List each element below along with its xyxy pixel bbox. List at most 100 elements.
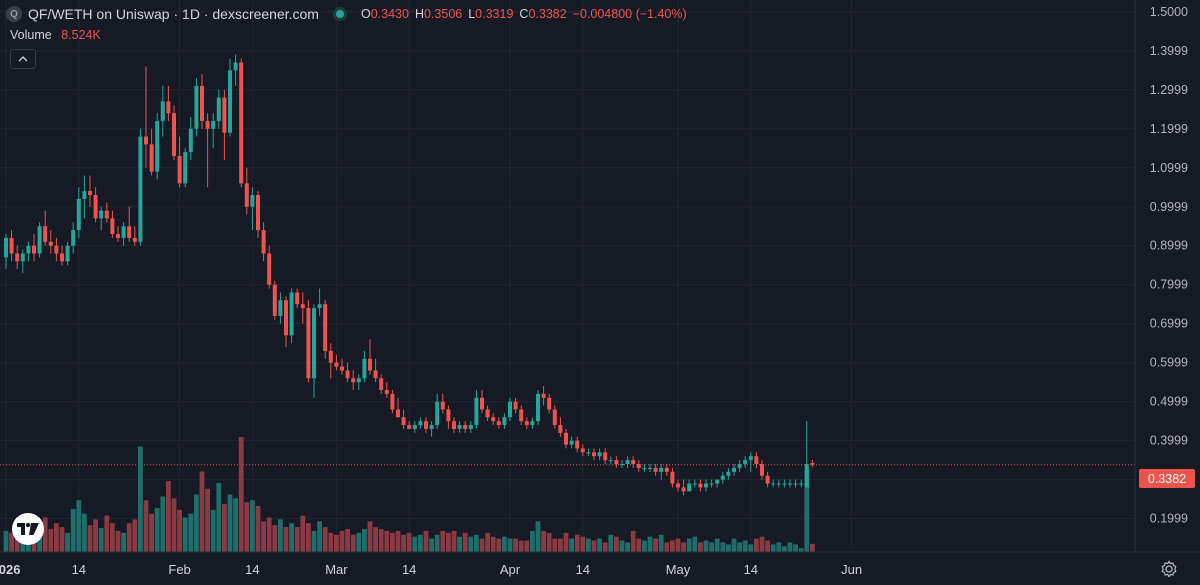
candle-body[interactable] bbox=[547, 397, 552, 410]
candle-body[interactable] bbox=[177, 156, 182, 184]
candle-body[interactable] bbox=[250, 195, 255, 207]
candle-body[interactable] bbox=[776, 483, 781, 485]
symbol-icon[interactable]: Q bbox=[6, 6, 22, 22]
candle-body[interactable] bbox=[54, 245, 59, 254]
candle-body[interactable] bbox=[166, 101, 171, 114]
candle-body[interactable] bbox=[110, 218, 115, 235]
candle-body[interactable] bbox=[502, 417, 507, 426]
collapse-legend-button[interactable] bbox=[10, 49, 36, 69]
candle-body[interactable] bbox=[4, 237, 8, 258]
candle-body[interactable] bbox=[754, 456, 759, 465]
candle-body[interactable] bbox=[603, 452, 608, 461]
candle-body[interactable] bbox=[743, 460, 748, 465]
candle-body[interactable] bbox=[300, 304, 305, 309]
candle-body[interactable] bbox=[256, 195, 260, 231]
candle-body[interactable] bbox=[804, 464, 809, 488]
candle-body[interactable] bbox=[200, 85, 204, 121]
candle-body[interactable] bbox=[569, 440, 574, 445]
candle-body[interactable] bbox=[524, 421, 529, 426]
candle-body[interactable] bbox=[317, 304, 322, 309]
candle-body[interactable] bbox=[121, 226, 126, 238]
candle-body[interactable] bbox=[373, 370, 378, 379]
candle-body[interactable] bbox=[172, 113, 176, 157]
candle-body[interactable] bbox=[564, 432, 568, 445]
candle-body[interactable] bbox=[530, 421, 535, 426]
candle-body[interactable] bbox=[653, 467, 658, 472]
candle-body[interactable] bbox=[418, 421, 423, 426]
candle-body[interactable] bbox=[496, 421, 501, 426]
candle-body[interactable] bbox=[239, 62, 244, 184]
candle-body[interactable] bbox=[362, 358, 367, 379]
candle-body[interactable] bbox=[127, 226, 132, 238]
candle-body[interactable] bbox=[306, 308, 311, 379]
candle-body[interactable] bbox=[390, 393, 395, 410]
candle-body[interactable] bbox=[513, 401, 518, 410]
candle-body[interactable] bbox=[76, 198, 81, 231]
candle-body[interactable] bbox=[205, 120, 210, 129]
candle-body[interactable] bbox=[491, 417, 496, 422]
candle-body[interactable] bbox=[726, 471, 731, 476]
candle-body[interactable] bbox=[608, 460, 613, 462]
candle-body[interactable] bbox=[160, 101, 165, 121]
candle-body[interactable] bbox=[698, 483, 703, 488]
candle-body[interactable] bbox=[60, 253, 64, 262]
candle-body[interactable] bbox=[440, 401, 445, 410]
candle-body[interactable] bbox=[93, 195, 98, 219]
candle-body[interactable] bbox=[810, 462, 815, 465]
candle-body[interactable] bbox=[278, 300, 283, 316]
candle-body[interactable] bbox=[82, 191, 87, 199]
candle-body[interactable] bbox=[748, 456, 753, 461]
candle-body[interactable] bbox=[676, 483, 680, 488]
candle-body[interactable] bbox=[715, 479, 720, 484]
candle-body[interactable] bbox=[340, 366, 344, 371]
candle-body[interactable] bbox=[592, 452, 596, 457]
candle-body[interactable] bbox=[435, 401, 440, 426]
candle-body[interactable] bbox=[631, 460, 636, 465]
candle-body[interactable] bbox=[799, 483, 804, 485]
candle-body[interactable] bbox=[412, 425, 417, 429]
candle-body[interactable] bbox=[43, 226, 48, 242]
candle-body[interactable] bbox=[446, 409, 451, 422]
candle-body[interactable] bbox=[720, 475, 725, 480]
candle-body[interactable] bbox=[424, 421, 428, 429]
candle-body[interactable] bbox=[334, 362, 339, 367]
candle-body[interactable] bbox=[132, 237, 137, 242]
candle-body[interactable] bbox=[485, 409, 490, 418]
candle-body[interactable] bbox=[681, 487, 686, 492]
candle-body[interactable] bbox=[345, 370, 350, 379]
candle-body[interactable] bbox=[664, 467, 669, 472]
candle-body[interactable] bbox=[586, 452, 591, 454]
candle-body[interactable] bbox=[793, 483, 798, 485]
candle-body[interactable] bbox=[452, 421, 456, 429]
candle-body[interactable] bbox=[149, 144, 154, 172]
candle-body[interactable] bbox=[429, 425, 434, 429]
candle-body[interactable] bbox=[312, 308, 316, 379]
candle-body[interactable] bbox=[687, 483, 692, 492]
candle-body[interactable] bbox=[284, 300, 288, 336]
candle-body[interactable] bbox=[765, 475, 770, 484]
candle-body[interactable] bbox=[323, 304, 328, 351]
candle-body[interactable] bbox=[368, 358, 372, 371]
candle-body[interactable] bbox=[328, 350, 333, 363]
candle-body[interactable] bbox=[474, 397, 479, 426]
candle-body[interactable] bbox=[244, 183, 249, 207]
candle-body[interactable] bbox=[709, 483, 714, 485]
candle-body[interactable] bbox=[614, 460, 619, 465]
candle-body[interactable] bbox=[222, 97, 227, 133]
chart-title[interactable]: QF/WETH on Uniswap · 1D · dexscreener.co… bbox=[28, 6, 319, 22]
candle-body[interactable] bbox=[48, 241, 53, 246]
candle-body[interactable] bbox=[37, 226, 42, 254]
candle-body[interactable] bbox=[468, 425, 473, 429]
candle-body[interactable] bbox=[508, 401, 512, 418]
candle-body[interactable] bbox=[289, 292, 294, 336]
candle-body[interactable] bbox=[104, 210, 109, 219]
candle-body[interactable] bbox=[183, 152, 188, 184]
candle-body[interactable] bbox=[620, 464, 624, 466]
candle-body[interactable] bbox=[692, 483, 697, 485]
candle-body[interactable] bbox=[580, 448, 585, 453]
candle-body[interactable] bbox=[379, 378, 384, 390]
candle-body[interactable] bbox=[155, 120, 160, 172]
candle-body[interactable] bbox=[732, 467, 736, 472]
candle-body[interactable] bbox=[642, 467, 647, 469]
candle-body[interactable] bbox=[597, 452, 602, 457]
